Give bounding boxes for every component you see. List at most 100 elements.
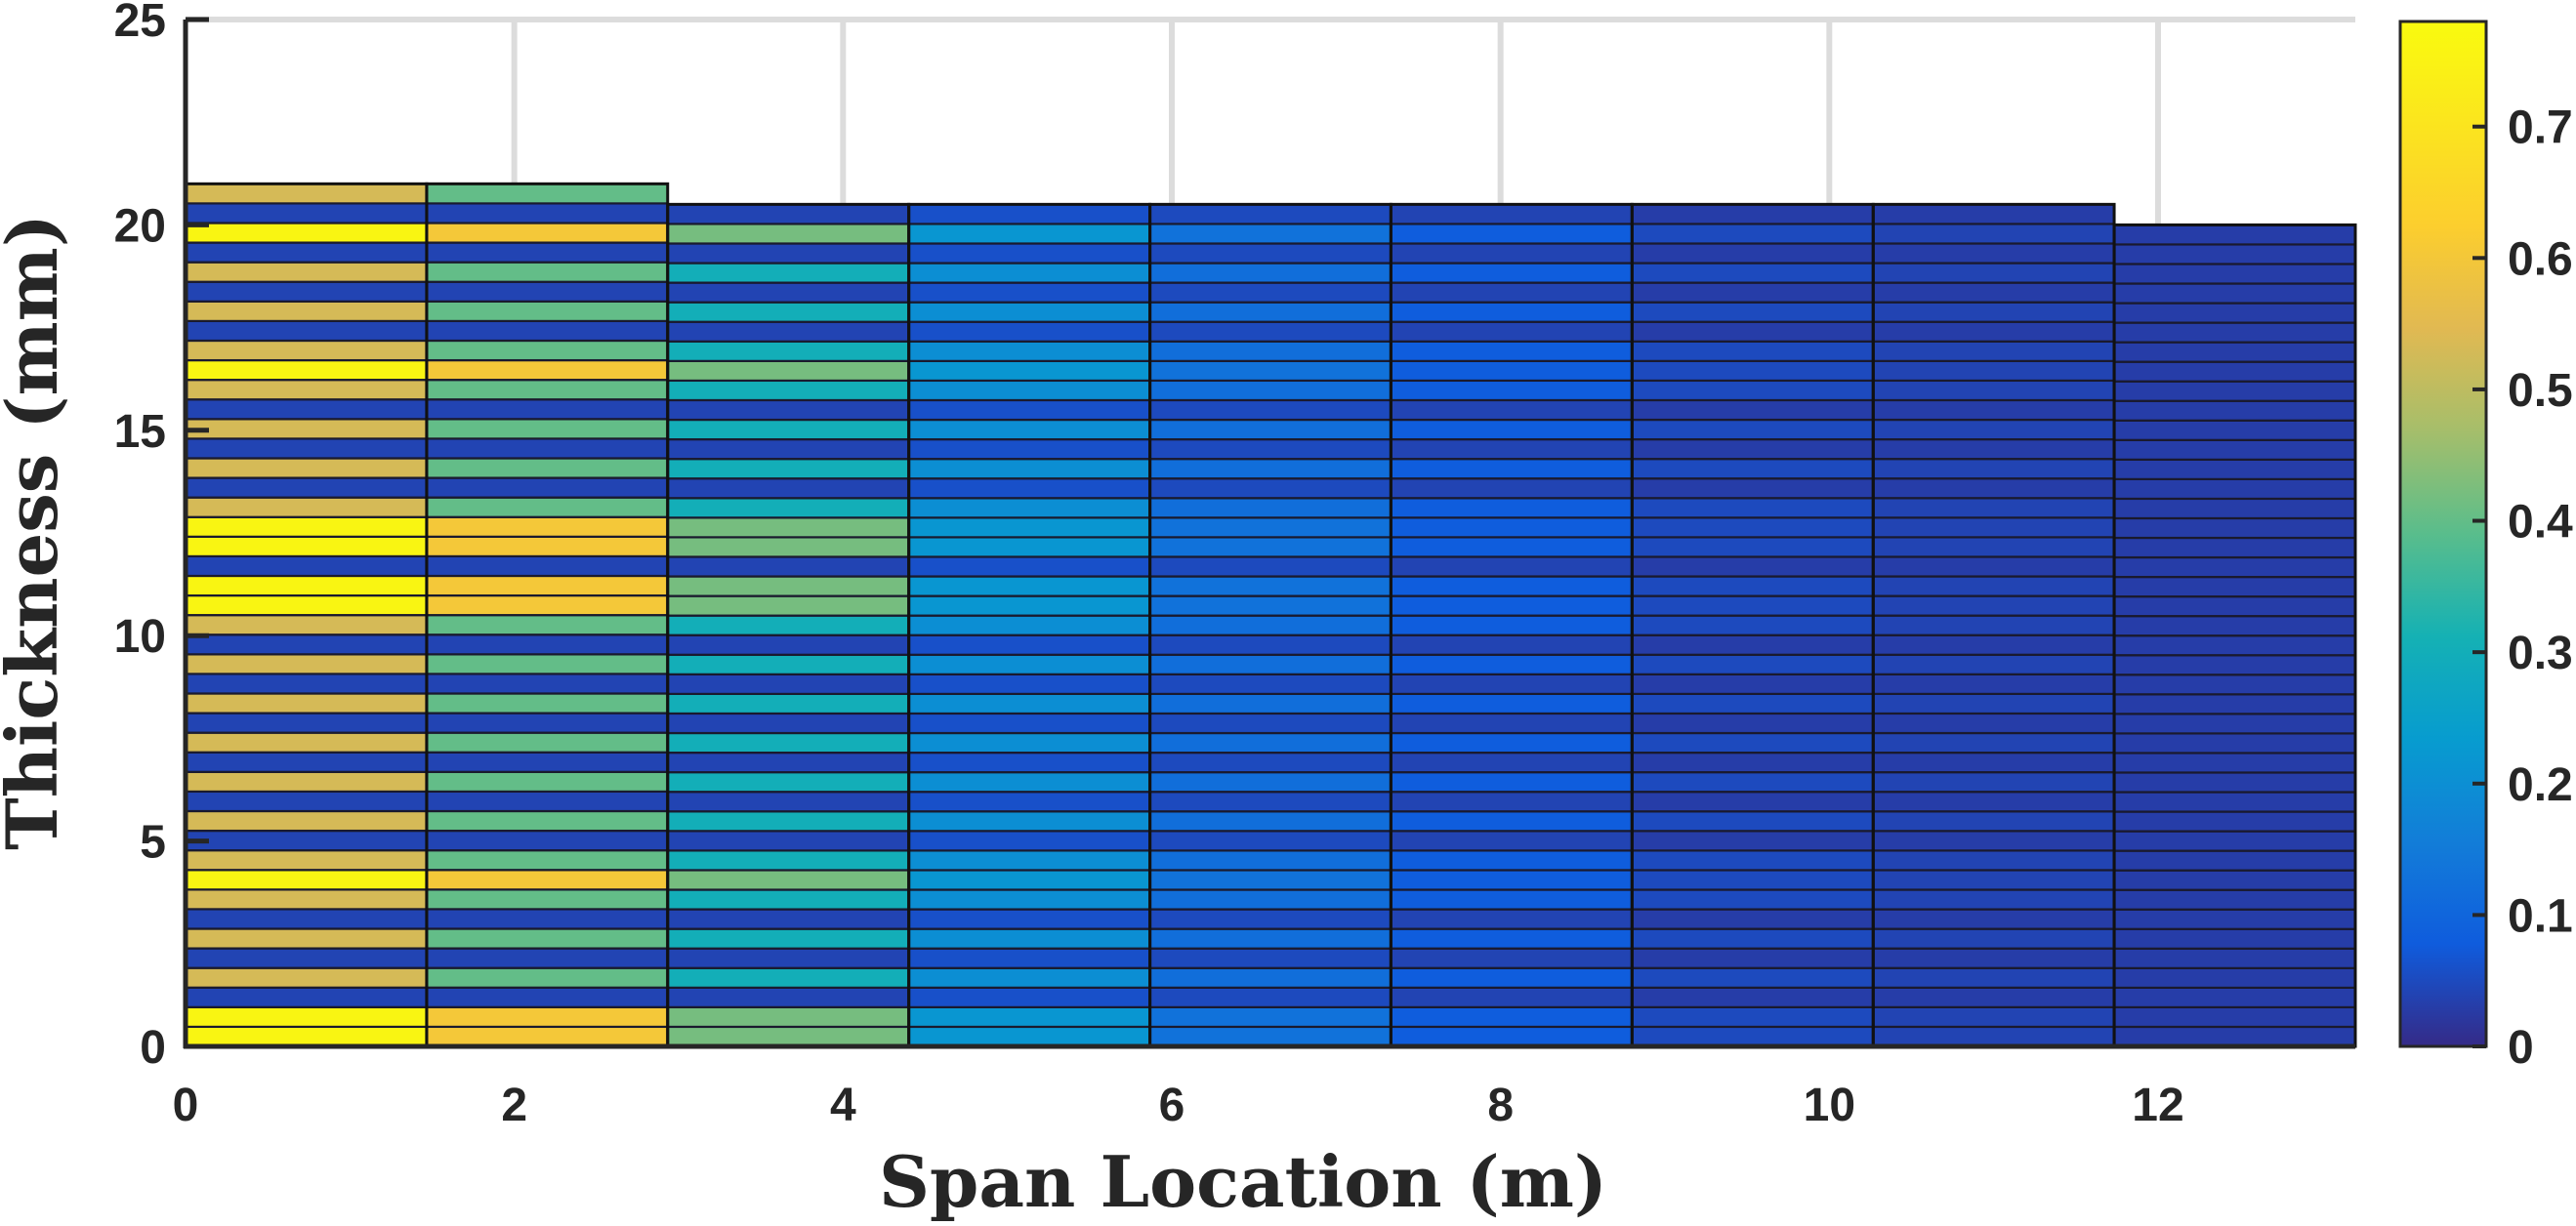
heatmap-cell — [1872, 398, 2116, 422]
heatmap-cell — [2112, 752, 2357, 774]
heatmap-cell — [1872, 477, 2116, 500]
heatmap-cell — [666, 555, 910, 578]
heatmap-cell — [1872, 536, 2116, 558]
heatmap-cell — [666, 340, 910, 362]
heatmap-cell — [666, 594, 910, 617]
heatmap-cell — [184, 829, 429, 852]
heatmap-cell — [2112, 986, 2357, 1009]
heatmap-cell — [184, 515, 429, 538]
heatmap-cell — [907, 927, 1151, 950]
heatmap-cell — [1390, 712, 1634, 735]
heatmap-cell — [666, 223, 910, 245]
heatmap-cell — [907, 281, 1151, 304]
x-tick-label: 10 — [1804, 1080, 1855, 1131]
heatmap-cell — [1148, 731, 1392, 755]
heatmap-cell — [1631, 497, 1875, 519]
heatmap-cell — [2112, 615, 2357, 637]
heatmap-cell — [1390, 301, 1634, 323]
heatmap-cell — [2112, 674, 2357, 696]
heatmap-cell — [666, 731, 910, 755]
y-tick-label: 15 — [114, 406, 166, 458]
heatmap-cell — [907, 301, 1151, 323]
heatmap-cell — [1631, 398, 1875, 422]
heatmap-cell — [184, 437, 429, 460]
heatmap-cell — [1872, 653, 2116, 675]
heatmap-cell — [1631, 379, 1875, 402]
heatmap-cell — [184, 261, 429, 283]
heatmap-cell — [1631, 242, 1875, 265]
heatmap-cell — [2112, 595, 2357, 618]
heatmap-cell — [666, 927, 910, 950]
heatmap-cell — [1631, 731, 1875, 755]
heatmap-cell — [907, 477, 1151, 500]
heatmap-cell — [425, 653, 669, 675]
heatmap-cell — [1390, 869, 1634, 891]
heatmap-cell — [1631, 751, 1875, 774]
heatmap-cell — [1148, 301, 1392, 323]
heatmap-cell — [1872, 555, 2116, 578]
heatmap-cell — [1148, 888, 1392, 911]
heatmap-cell — [666, 673, 910, 695]
heatmap-cell — [425, 222, 669, 244]
colorbar-tick-label: 0.4 — [2508, 497, 2573, 549]
heatmap-cell — [1872, 751, 2116, 774]
heatmap-cell — [2112, 654, 2357, 676]
heatmap-cell — [666, 830, 910, 852]
heatmap-cell — [425, 770, 669, 794]
heatmap-cell — [1872, 673, 2116, 695]
heatmap-cell — [666, 791, 910, 813]
heatmap-cell — [666, 320, 910, 343]
heatmap-cell — [2112, 575, 2357, 598]
heatmap-cell — [425, 888, 669, 911]
heatmap-cell — [425, 614, 669, 636]
heatmap-cell — [907, 673, 1151, 695]
heatmap-cell — [2112, 263, 2357, 285]
heatmap-cell — [425, 829, 669, 852]
heatmap-cell — [1872, 1025, 2116, 1048]
heatmap-cell — [666, 751, 910, 774]
heatmap-cell — [907, 888, 1151, 911]
heatmap-cell — [2112, 810, 2357, 833]
heatmap-cell — [907, 908, 1151, 930]
heatmap-cell — [1631, 771, 1875, 794]
heatmap-cell — [1872, 1005, 2116, 1029]
heatmap-cell — [1872, 242, 2116, 265]
heatmap-cell — [1631, 673, 1875, 695]
colorbar-bar — [2398, 20, 2488, 1048]
heatmap-cell — [907, 1025, 1151, 1048]
heatmap-cell — [1872, 359, 2116, 383]
heatmap-cell — [1148, 223, 1392, 245]
heatmap-cell — [425, 927, 669, 950]
heatmap-cell — [907, 458, 1151, 480]
heatmap-cell — [2112, 243, 2357, 266]
heatmap-cell — [425, 633, 669, 656]
heatmap-cell — [1631, 830, 1875, 852]
heatmap-cell — [1631, 340, 1875, 362]
heatmap-cell — [666, 575, 910, 597]
heatmap-cell — [1390, 281, 1634, 304]
heatmap-cell — [184, 222, 429, 244]
heatmap-cell — [1148, 1025, 1392, 1048]
x-tick-label: 2 — [501, 1080, 527, 1131]
heatmap-cell — [425, 358, 669, 382]
colorbar-tick-label: 0.6 — [2508, 233, 2573, 285]
heatmap-cell — [184, 614, 429, 636]
heatmap-cell — [666, 633, 910, 656]
colorbar-tick-label: 0.1 — [2508, 890, 2573, 942]
heatmap-cell — [907, 379, 1151, 402]
heatmap-cell — [2112, 869, 2357, 891]
heatmap-cell — [1872, 947, 2116, 969]
heatmap-cell — [666, 908, 910, 930]
heatmap-cell — [1390, 810, 1634, 833]
colorbar-tick-label: 0 — [2508, 1022, 2534, 1074]
heatmap-cell — [425, 947, 669, 969]
heatmap-cell — [1148, 477, 1392, 500]
heatmap-cell — [425, 751, 669, 773]
heatmap-cell — [666, 301, 910, 323]
heatmap-cell — [425, 319, 669, 343]
heatmap-cell — [2112, 341, 2357, 363]
heatmap-cell — [1631, 810, 1875, 833]
heatmap-cell — [1872, 594, 2116, 617]
heatmap-cell — [184, 966, 429, 989]
heatmap-cell — [1148, 594, 1392, 617]
